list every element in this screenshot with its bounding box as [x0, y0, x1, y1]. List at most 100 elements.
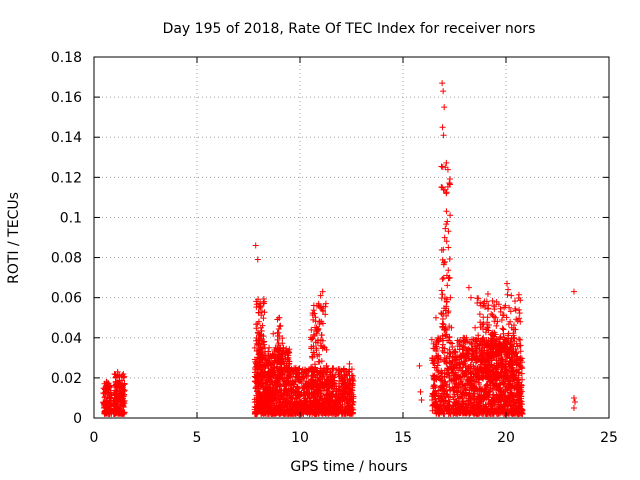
- data-point: [418, 396, 425, 403]
- data-point: [473, 349, 480, 356]
- data-point: [256, 300, 263, 307]
- data-point: [257, 363, 264, 370]
- data-point: [487, 407, 494, 414]
- data-point: [499, 312, 506, 319]
- data-point: [507, 361, 514, 368]
- data-point: [434, 367, 441, 374]
- data-point: [439, 324, 446, 331]
- data-point: [498, 356, 505, 363]
- data-point: [329, 382, 336, 389]
- data-point: [252, 410, 259, 417]
- data-point: [344, 379, 351, 386]
- data-point: [434, 355, 441, 362]
- data-point: [298, 410, 305, 417]
- data-point: [277, 366, 284, 373]
- data-point: [287, 374, 294, 381]
- x-tick-label: 5: [193, 430, 202, 446]
- data-point: [276, 374, 283, 381]
- data-point: [460, 383, 467, 390]
- data-point: [336, 371, 343, 378]
- data-point: [443, 298, 450, 305]
- data-point: [106, 395, 113, 402]
- data-point: [315, 407, 322, 414]
- data-point: [311, 361, 318, 368]
- data-point: [265, 352, 272, 359]
- data-point: [255, 403, 262, 410]
- data-point: [517, 348, 524, 355]
- data-point: [417, 388, 424, 395]
- data-point: [310, 390, 317, 397]
- data-point: [515, 374, 522, 381]
- data-point: [459, 389, 466, 396]
- data-point: [504, 340, 511, 347]
- data-point: [487, 377, 494, 384]
- data-point: [451, 396, 458, 403]
- data-point: [469, 336, 476, 343]
- data-point: [468, 401, 475, 408]
- data-point: [468, 383, 475, 390]
- data-point: [472, 324, 479, 331]
- data-point: [484, 324, 491, 331]
- data-point: [283, 362, 290, 369]
- x-tick-label: 0: [90, 430, 99, 446]
- data-point: [488, 349, 495, 356]
- data-point: [114, 368, 121, 375]
- data-point: [517, 354, 524, 361]
- x-tick-label: 20: [497, 430, 515, 446]
- data-point: [443, 190, 450, 197]
- data-point: [255, 318, 262, 325]
- data-point: [294, 374, 301, 381]
- data-point: [512, 346, 519, 353]
- data-point: [316, 396, 323, 403]
- data-point: [478, 338, 485, 345]
- data-point: [439, 80, 446, 87]
- data-point: [512, 405, 519, 412]
- data-point: [318, 358, 325, 365]
- data-point: [472, 359, 479, 366]
- data-point: [103, 398, 110, 405]
- data-point: [252, 242, 259, 249]
- data-point: [485, 305, 492, 312]
- data-point: [325, 398, 332, 405]
- data-point: [454, 373, 461, 380]
- data-point: [315, 302, 322, 309]
- data-point: [516, 336, 523, 343]
- data-point: [495, 408, 502, 415]
- data-point: [512, 298, 519, 305]
- data-point: [276, 323, 283, 330]
- data-point: [437, 374, 444, 381]
- data-point: [285, 358, 292, 365]
- data-point: [485, 389, 492, 396]
- data-point: [447, 294, 454, 301]
- data-point: [331, 393, 338, 400]
- data-point: [282, 396, 289, 403]
- data-point: [329, 396, 336, 403]
- data-point: [310, 316, 317, 323]
- data-point: [440, 382, 447, 389]
- data-point: [320, 383, 327, 390]
- data-point: [483, 390, 490, 397]
- data-point: [442, 379, 449, 386]
- data-point: [473, 338, 480, 345]
- data-point: [316, 318, 323, 325]
- data-point: [311, 397, 318, 404]
- data-point: [458, 359, 465, 366]
- data-point: [272, 390, 279, 397]
- data-point: [436, 398, 443, 405]
- data-point: [101, 410, 108, 417]
- y-tick-label: 0.16: [51, 90, 82, 106]
- data-point: [513, 383, 520, 390]
- data-point: [512, 326, 519, 333]
- data-point: [303, 409, 310, 416]
- axis-ticks: 0 5 10 15 20 25 0 0.02 0.04 0.06 0.08 0.1 0.12 0.14 0.…: [51, 50, 618, 446]
- data-point: [347, 405, 354, 412]
- data-point: [519, 410, 526, 417]
- data-point: [274, 358, 281, 365]
- data-point: [463, 405, 470, 412]
- data-point: [480, 334, 487, 341]
- data-point: [456, 406, 463, 413]
- data-point: [331, 377, 338, 384]
- data-point: [446, 255, 453, 262]
- data-point: [262, 395, 269, 402]
- data-point: [446, 404, 453, 411]
